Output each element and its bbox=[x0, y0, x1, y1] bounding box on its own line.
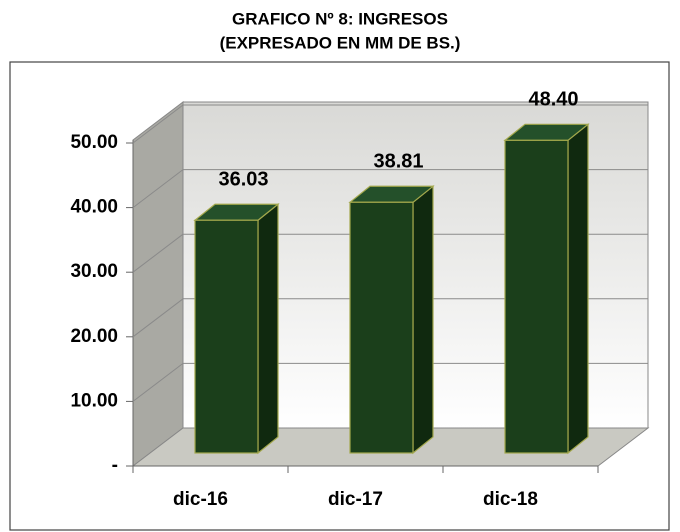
y-tick-label: - bbox=[112, 455, 118, 476]
bar bbox=[504, 139, 569, 454]
x-tick-label: dic-16 bbox=[173, 489, 228, 510]
chart-border bbox=[9, 61, 670, 531]
y-tick-label: 20.00 bbox=[70, 326, 118, 347]
data-label: 38.81 bbox=[373, 151, 423, 173]
bar-side bbox=[412, 185, 434, 455]
data-label: 36.03 bbox=[218, 169, 268, 191]
data-label: 48.40 bbox=[528, 89, 578, 111]
grid-line bbox=[132, 233, 184, 273]
y-tick-label: 50.00 bbox=[70, 132, 118, 153]
y-tick-label: 30.00 bbox=[70, 261, 118, 282]
bar bbox=[194, 219, 259, 454]
grid-line bbox=[132, 169, 184, 208]
bar-side bbox=[257, 202, 279, 455]
bar-side bbox=[567, 123, 589, 455]
bar bbox=[349, 201, 414, 454]
x-tick-label: dic-18 bbox=[483, 489, 538, 510]
y-tick-label: 40.00 bbox=[70, 197, 118, 218]
grid-line bbox=[132, 298, 184, 338]
grid-line bbox=[132, 104, 184, 144]
side-wall bbox=[132, 100, 184, 468]
x-tick-label: dic-17 bbox=[328, 489, 383, 510]
grid-line bbox=[132, 363, 184, 402]
y-tick-label: 10.00 bbox=[70, 390, 118, 411]
chart-subtitle: (EXPRESADO EN MM DE BS.) bbox=[220, 33, 461, 52]
chart-title: GRAFICO Nº 8: INGRESOS bbox=[232, 9, 448, 28]
